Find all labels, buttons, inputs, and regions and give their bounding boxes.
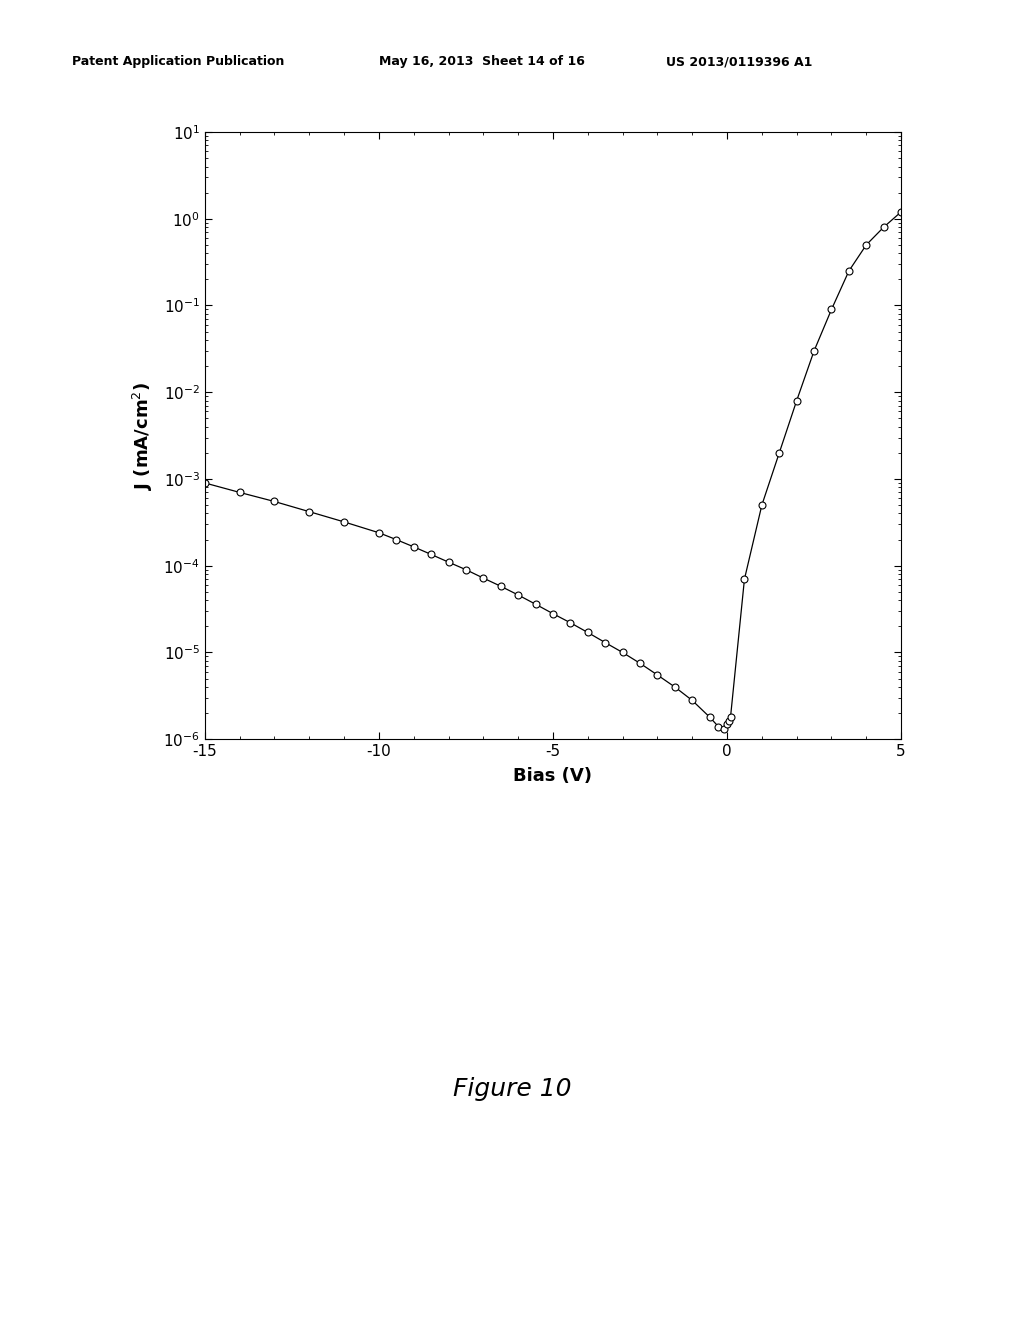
Text: Patent Application Publication: Patent Application Publication xyxy=(72,55,284,69)
X-axis label: Bias (V): Bias (V) xyxy=(513,767,593,785)
Text: Figure 10: Figure 10 xyxy=(453,1077,571,1101)
Text: May 16, 2013  Sheet 14 of 16: May 16, 2013 Sheet 14 of 16 xyxy=(379,55,585,69)
Y-axis label: J (mA/cm$^2$): J (mA/cm$^2$) xyxy=(131,381,155,490)
Text: US 2013/0119396 A1: US 2013/0119396 A1 xyxy=(666,55,812,69)
